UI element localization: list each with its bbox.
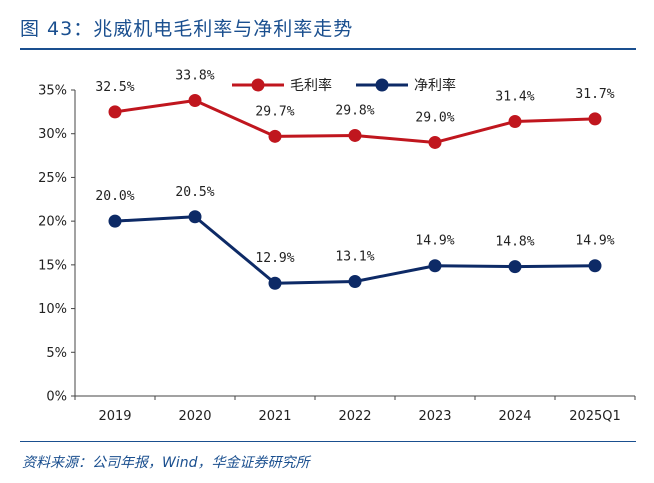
legend-entry-label: 毛利率 <box>290 77 332 94</box>
series-1-data-label: 31.7% <box>575 87 614 102</box>
series-1-data-label: 32.5% <box>95 80 134 95</box>
x-tick-label: 2024 <box>498 409 531 424</box>
x-tick-label: 2019 <box>98 409 131 424</box>
series-1-data-label: 29.8% <box>335 103 374 118</box>
x-tick-label: 2021 <box>258 409 291 424</box>
legend-entry-label: 净利率 <box>414 77 456 94</box>
series-1-data-label: 33.8% <box>175 68 214 83</box>
x-tick-label: 2020 <box>178 409 211 424</box>
series-1-point <box>348 128 362 142</box>
y-tick-label: 15% <box>38 258 67 273</box>
series-2-data-label: 14.9% <box>415 234 454 249</box>
series-2-point <box>348 274 362 288</box>
series-1-data-label: 29.0% <box>415 110 454 125</box>
chart-data-labels: 32.5% 33.8% 29.7% 29.8% 29.0% 31.4% 31.7% 20.0%… <box>95 68 614 266</box>
series-1-point <box>428 135 442 149</box>
series-2-data-label: 14.9% <box>575 234 614 249</box>
series-1-point <box>108 105 122 119</box>
source-divider <box>20 441 636 442</box>
series-1-data-label: 31.4% <box>495 89 534 104</box>
legend-swatch-marker <box>251 78 265 92</box>
series-1-data-label: 29.7% <box>255 104 294 119</box>
series-2-point <box>188 210 202 224</box>
series-1-point <box>188 93 202 107</box>
legend-swatch-marker <box>375 78 389 92</box>
chart-legend: 毛利率 净利率 <box>232 77 456 94</box>
series-2-data-label: 20.0% <box>95 189 134 204</box>
series-2-point <box>108 214 122 228</box>
x-tick-label: 2025Q1 <box>569 409 621 424</box>
series-2-data-label: 14.8% <box>495 235 534 250</box>
y-tick-label: 5% <box>46 346 67 361</box>
figure-title: 图 43：兆威机电毛利率与净利率走势 <box>20 18 354 40</box>
y-tick-label: 20% <box>38 215 67 230</box>
x-tick-label: 2022 <box>338 409 371 424</box>
y-tick-label: 10% <box>38 302 67 317</box>
title-underline <box>20 48 636 50</box>
y-tick-label: 0% <box>46 390 67 405</box>
series-2-point <box>428 259 442 273</box>
series-2-data-label: 13.1% <box>335 249 374 264</box>
series-1-point <box>588 112 602 126</box>
series-1-point <box>268 129 282 143</box>
x-tick-label: 2023 <box>418 409 451 424</box>
series-1-point <box>508 114 522 128</box>
series-2-point <box>268 276 282 290</box>
y-tick-label: 35% <box>38 84 67 99</box>
y-tick-label: 25% <box>38 171 67 186</box>
series-2-data-label: 12.9% <box>255 251 294 266</box>
chart-axes: 0% 5% 10% 15% 20% 25% 30% 35% 2019 2020 2021 2022 20… <box>38 84 636 424</box>
y-tick-label: 30% <box>38 127 67 142</box>
series-2-point <box>508 260 522 274</box>
series-2-point <box>588 259 602 273</box>
series-2-data-label: 20.5% <box>175 185 214 200</box>
chart-series <box>108 93 602 290</box>
source-note: 资料来源：公司年报，Wind，华金证券研究所 <box>22 455 310 471</box>
